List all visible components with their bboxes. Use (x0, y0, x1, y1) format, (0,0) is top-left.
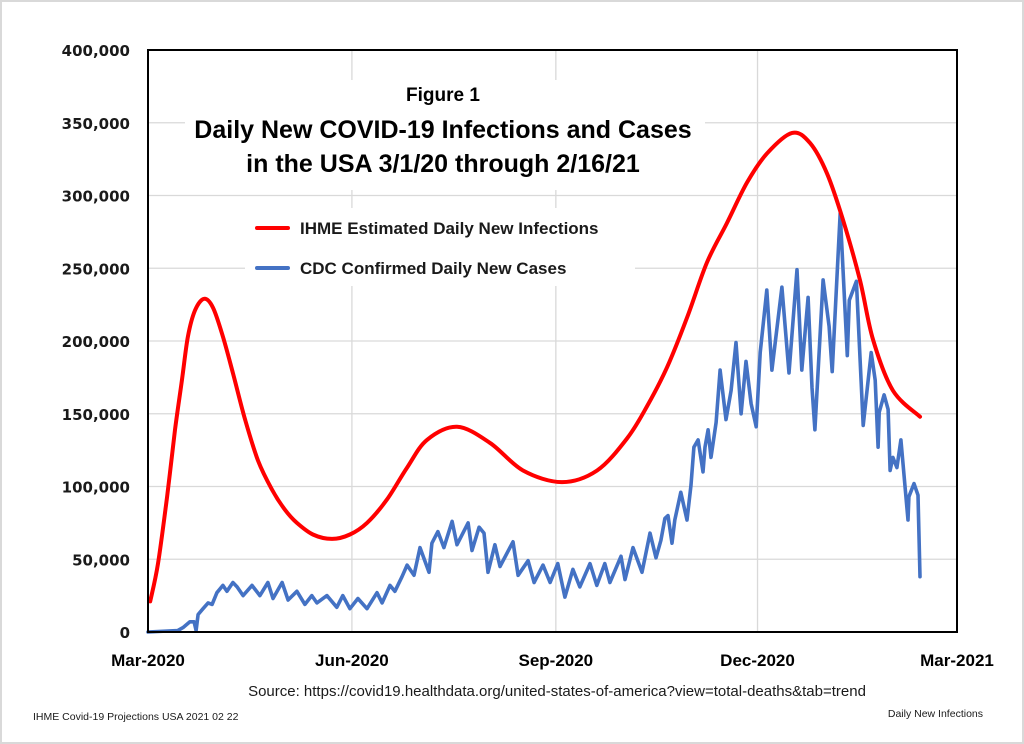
legend-label-ihme: IHME Estimated Daily New Infections (300, 219, 599, 238)
source-citation: Source: https://covid19.healthdata.org/u… (248, 683, 866, 700)
x-axis-tick-labels: Mar-2020 Jun-2020 Sep-2020 Dec-2020 Mar-2021 (111, 651, 994, 670)
legend-background (245, 208, 635, 286)
legend-label-cdc: CDC Confirmed Daily New Cases (300, 259, 566, 278)
footer-right-label: Daily New Infections (888, 708, 983, 720)
y-tick-label: 250,000 (62, 260, 130, 278)
y-tick-label: 200,000 (62, 333, 130, 351)
x-tick-label: Jun-2020 (315, 651, 389, 670)
y-tick-label: 50,000 (72, 551, 130, 569)
series-line-ihme-infections (148, 130, 922, 604)
y-tick-label: 400,000 (62, 42, 130, 60)
x-tick-label: Mar-2021 (920, 651, 994, 670)
x-tick-label: Dec-2020 (720, 651, 795, 670)
y-tick-label: 350,000 (62, 115, 130, 133)
legend: IHME Estimated Daily New Infections CDC … (255, 219, 599, 278)
chart-title-line-2: in the USA 3/1/20 through 2/16/21 (246, 150, 640, 178)
series-line-cdc-cases (146, 211, 922, 634)
y-tick-label: 0 (120, 624, 130, 642)
y-tick-label: 100,000 (62, 479, 130, 497)
chart-title-line-1: Daily New COVID-19 Infections and Cases (194, 116, 691, 144)
title-background (185, 80, 705, 190)
y-tick-label: 150,000 (62, 406, 130, 424)
x-tick-label: Sep-2020 (518, 651, 593, 670)
footer-left-label: IHME Covid-19 Projections USA 2021 02 22 (33, 711, 239, 723)
y-tick-label: 300,000 (62, 188, 130, 206)
series-lines (146, 130, 922, 634)
y-axis-tick-labels: 0 50,000 100,000 150,000 200,000 250,000 300,0… (62, 42, 130, 642)
figure-label: Figure 1 (406, 85, 480, 106)
legend-item-cdc: CDC Confirmed Daily New Cases (255, 259, 566, 278)
x-tick-label: Mar-2020 (111, 651, 185, 670)
plot-area-border (147, 49, 958, 633)
legend-item-ihme: IHME Estimated Daily New Infections (255, 219, 599, 238)
